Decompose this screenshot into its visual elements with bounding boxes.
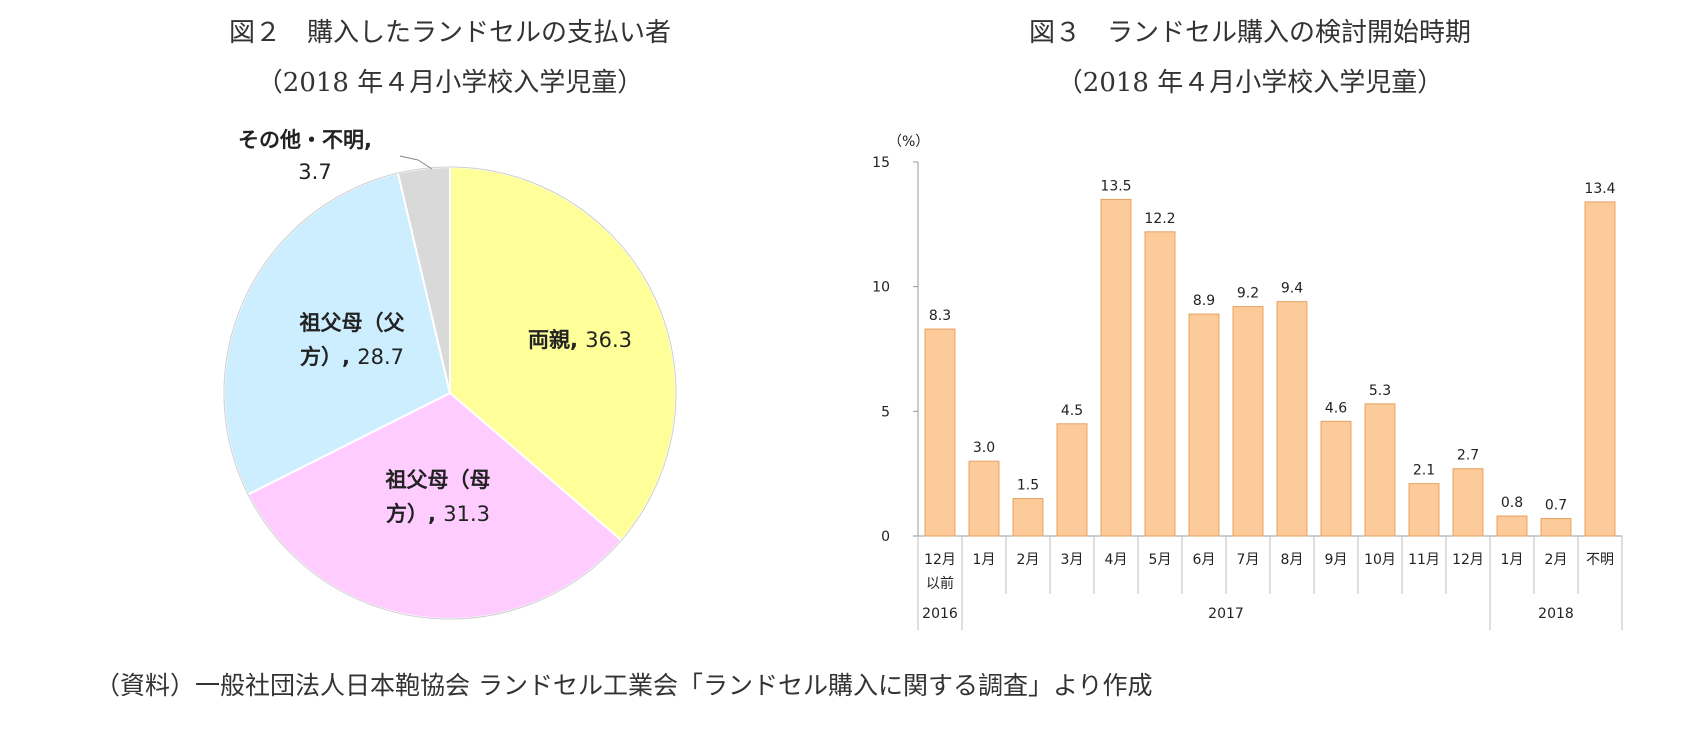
bar bbox=[1584, 201, 1616, 537]
fig3-title: 図３ ランドセル購入の検討開始時期 bbox=[1028, 18, 1471, 48]
bar-value-label: 9.4 bbox=[1281, 281, 1303, 297]
x-category-label: 12月 bbox=[1452, 552, 1484, 568]
bar bbox=[924, 328, 956, 537]
y-axis-unit: （%） bbox=[888, 134, 929, 150]
x-category-label: 5月 bbox=[1149, 552, 1172, 568]
fig3-subtitle: （2018 年４月小学校入学児童） bbox=[1056, 68, 1444, 98]
bar bbox=[1144, 231, 1176, 537]
bar bbox=[1408, 483, 1440, 537]
y-tick-label: 5 bbox=[881, 404, 890, 420]
x-category-label: 2月 bbox=[1017, 552, 1040, 568]
x-category-label: 不明 bbox=[1586, 552, 1614, 568]
y-tick-label: 0 bbox=[881, 529, 890, 545]
bar bbox=[1364, 403, 1396, 537]
bar-value-label: 3.0 bbox=[973, 440, 995, 456]
bar-value-label: 8.3 bbox=[929, 308, 951, 324]
bar-value-label: 8.9 bbox=[1193, 293, 1215, 309]
x-category-label: 2月 bbox=[1545, 552, 1568, 568]
bar-value-label: 2.7 bbox=[1457, 448, 1479, 464]
x-category-label: 12月以前 bbox=[924, 552, 956, 592]
bar-value-label: 12.2 bbox=[1144, 211, 1175, 227]
bar-chart: 0 5 10 15 （%） 2016 2017 2018 8.3 12月以前 3.0 1月 1.5 2月 4… bbox=[872, 134, 1623, 630]
bar bbox=[1188, 313, 1220, 537]
source-note: （資料）一般社団法人日本鞄協会 ランドセル工業会「ランドセル購入に関する調査」よ… bbox=[95, 671, 1153, 700]
x-category-label: 8月 bbox=[1281, 552, 1304, 568]
x-category-label: 10月 bbox=[1364, 552, 1396, 568]
bar-value-label: 0.7 bbox=[1545, 498, 1567, 514]
bar-value-label: 1.5 bbox=[1017, 478, 1039, 494]
x-category-label: 6月 bbox=[1193, 552, 1216, 568]
bar-value-label: 13.4 bbox=[1584, 181, 1615, 197]
pie-slice-label: 両親, 36.3 bbox=[528, 328, 632, 352]
pie-outline bbox=[223, 166, 677, 620]
pie-leader-line bbox=[399, 155, 433, 170]
x-category-label: 9月 bbox=[1325, 552, 1348, 568]
bar bbox=[1320, 420, 1352, 537]
y-tick-label: 10 bbox=[872, 280, 890, 296]
bar-value-label: 0.8 bbox=[1501, 495, 1523, 511]
x-category-label: 3月 bbox=[1061, 552, 1084, 568]
year-label: 2018 bbox=[1538, 606, 1574, 622]
bar bbox=[1012, 498, 1044, 537]
pie-chart: 両親, 36.3 祖父母（母方）, 31.3 祖父母（父方）, 28.7 その他・不明… bbox=[223, 128, 677, 620]
fig2-title: 図２ 購入したランドセルの支払い者 bbox=[228, 18, 671, 48]
x-category-label: 1月 bbox=[1501, 552, 1524, 568]
x-category-label: 7月 bbox=[1237, 552, 1260, 568]
x-category-label: 4月 bbox=[1105, 552, 1128, 568]
x-category-label: 1月 bbox=[973, 552, 996, 568]
bar-value-label: 13.5 bbox=[1100, 178, 1131, 194]
x-category-label: 11月 bbox=[1408, 552, 1440, 568]
bar bbox=[968, 460, 1000, 537]
bar bbox=[1496, 515, 1528, 537]
bar bbox=[1056, 423, 1088, 537]
bar-value-label: 4.6 bbox=[1325, 400, 1347, 416]
y-tick-label: 15 bbox=[872, 155, 890, 171]
year-label: 2017 bbox=[1208, 606, 1244, 622]
year-label: 2016 bbox=[922, 606, 958, 622]
bar bbox=[1100, 198, 1132, 537]
bar bbox=[1540, 518, 1572, 537]
pie-slice-label: その他・不明, 3.7 bbox=[238, 128, 372, 184]
bar bbox=[1232, 306, 1264, 537]
bar bbox=[1452, 468, 1484, 537]
pie-slice-label: 祖父母（母方）, 31.3 bbox=[385, 468, 491, 526]
bar-value-label: 4.5 bbox=[1061, 403, 1083, 419]
bar bbox=[1276, 301, 1308, 537]
pie-slice-label: 祖父母（父方）, 28.7 bbox=[299, 311, 406, 369]
bar-value-label: 9.2 bbox=[1237, 286, 1259, 302]
fig2-subtitle: （2018 年４月小学校入学児童） bbox=[256, 68, 644, 98]
bar-value-label: 5.3 bbox=[1369, 383, 1391, 399]
bar-value-label: 2.1 bbox=[1413, 463, 1435, 479]
